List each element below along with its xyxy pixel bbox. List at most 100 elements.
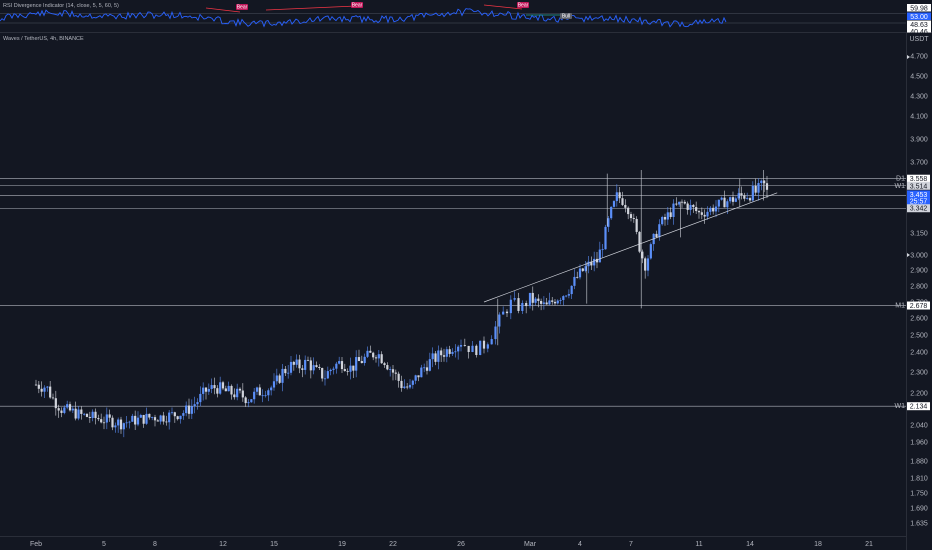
candle-body [162,415,165,422]
candle-body [267,390,270,396]
rsi-panel-background [0,0,906,32]
time-axis[interactable]: Feb 5 8 12 15 19 22 26 Mar 4 7 11 14 18 21 [30,541,873,548]
candle-body [119,419,123,430]
candle-body [145,413,148,424]
candle-body [712,207,715,212]
candle-body [675,203,678,205]
price-tag-box [907,197,930,206]
candle-body [309,360,312,371]
candle-body [475,345,478,355]
candle-body [471,345,474,352]
candle-body [241,390,244,398]
candle-body [559,299,562,301]
candle-body [423,367,426,369]
candle-body [612,201,616,207]
candle-body [689,204,692,210]
currency-label[interactable]: USDT [909,36,929,43]
candle-body [196,402,199,405]
candle-body [255,387,259,392]
candle-body [173,412,176,417]
candle-body [389,369,392,371]
candle-body [517,298,520,311]
candle-body [420,367,423,378]
candle-body [236,388,239,398]
candle-body [498,314,501,327]
rsi-indicator-title[interactable]: RSI Divergence Indicator (14, close, 5, … [3,3,119,9]
candle-body [244,397,247,404]
price-tick-label: 1.880 [910,459,928,466]
candle-body [326,371,329,379]
candle-body [88,416,91,418]
candle-body [216,388,219,394]
price-tick-label: 3.000 [910,253,928,260]
price-tick-label: 3.150 [910,231,928,238]
candle-body [272,381,276,388]
level-label: M1 [895,303,905,310]
price-tick-label: 1.635 [910,521,928,528]
candle-body [318,366,321,368]
symbol-title[interactable]: Waves / TetherUS, 4h, BINANCE [3,36,84,42]
candle-body [618,192,621,199]
candle-body [360,361,363,364]
price-tick-label: 2.800 [910,284,928,291]
candle-body [680,201,684,203]
candle-body [408,384,412,388]
candle-body [700,212,703,215]
time-tick-label: Mar [524,541,537,548]
candle-body [329,369,332,372]
candle-body [247,402,250,404]
candle-body [304,359,307,370]
level-label: W1 [895,403,906,410]
candle-body [46,386,49,388]
trendline[interactable] [483,192,778,303]
rsi-scale[interactable]: 59.98 53.00 48.63 40.46 [907,0,932,36]
level-label: W1 [895,183,906,190]
candle-body [692,204,695,208]
time-tick-label: 8 [153,541,157,548]
candle-body [394,372,397,374]
price-tick-label: 1.960 [910,440,928,447]
candle-body [649,244,652,259]
candle-body [108,414,111,418]
candle-body [151,417,154,418]
candle-body [448,349,451,354]
candle-body [703,214,706,217]
candle-body [287,372,290,374]
candle-body [210,385,213,389]
candle-body [729,197,732,202]
rsi-panel[interactable]: RSI Divergence Indicator (14, close, 5, … [0,0,932,33]
rsi-tag-53 [907,12,931,20]
candle-body [513,298,516,300]
candle-body [219,382,222,394]
candle-body [253,391,256,400]
candle-body [233,394,236,398]
bear-divergence-line [205,7,241,13]
candle-body [102,422,106,424]
candle-body [740,193,743,196]
candle-body [54,398,57,409]
candle-body [540,300,543,304]
candle-body [298,359,301,369]
candle-body [751,185,754,201]
candle-body [425,367,429,371]
price-tick-label: 1.810 [910,476,928,483]
candle-body [587,261,590,267]
price-tick-label: 1.750 [910,491,928,498]
candle-body [629,214,633,219]
candle-body [122,423,125,430]
price-tag-text: 3.453 [910,192,928,199]
candle-body [377,354,380,359]
candle-body [765,183,769,190]
candle-body [486,344,489,349]
price-tag-text: 3.342 [910,206,928,213]
candle-body [610,206,613,219]
price-tick-label: 2.300 [910,370,928,377]
time-tick-label: 22 [389,541,397,548]
candle-body [281,368,284,383]
candle-body [683,201,686,204]
candle-body [638,231,641,252]
time-tick-label: 12 [219,541,227,548]
candle-body [264,395,267,397]
